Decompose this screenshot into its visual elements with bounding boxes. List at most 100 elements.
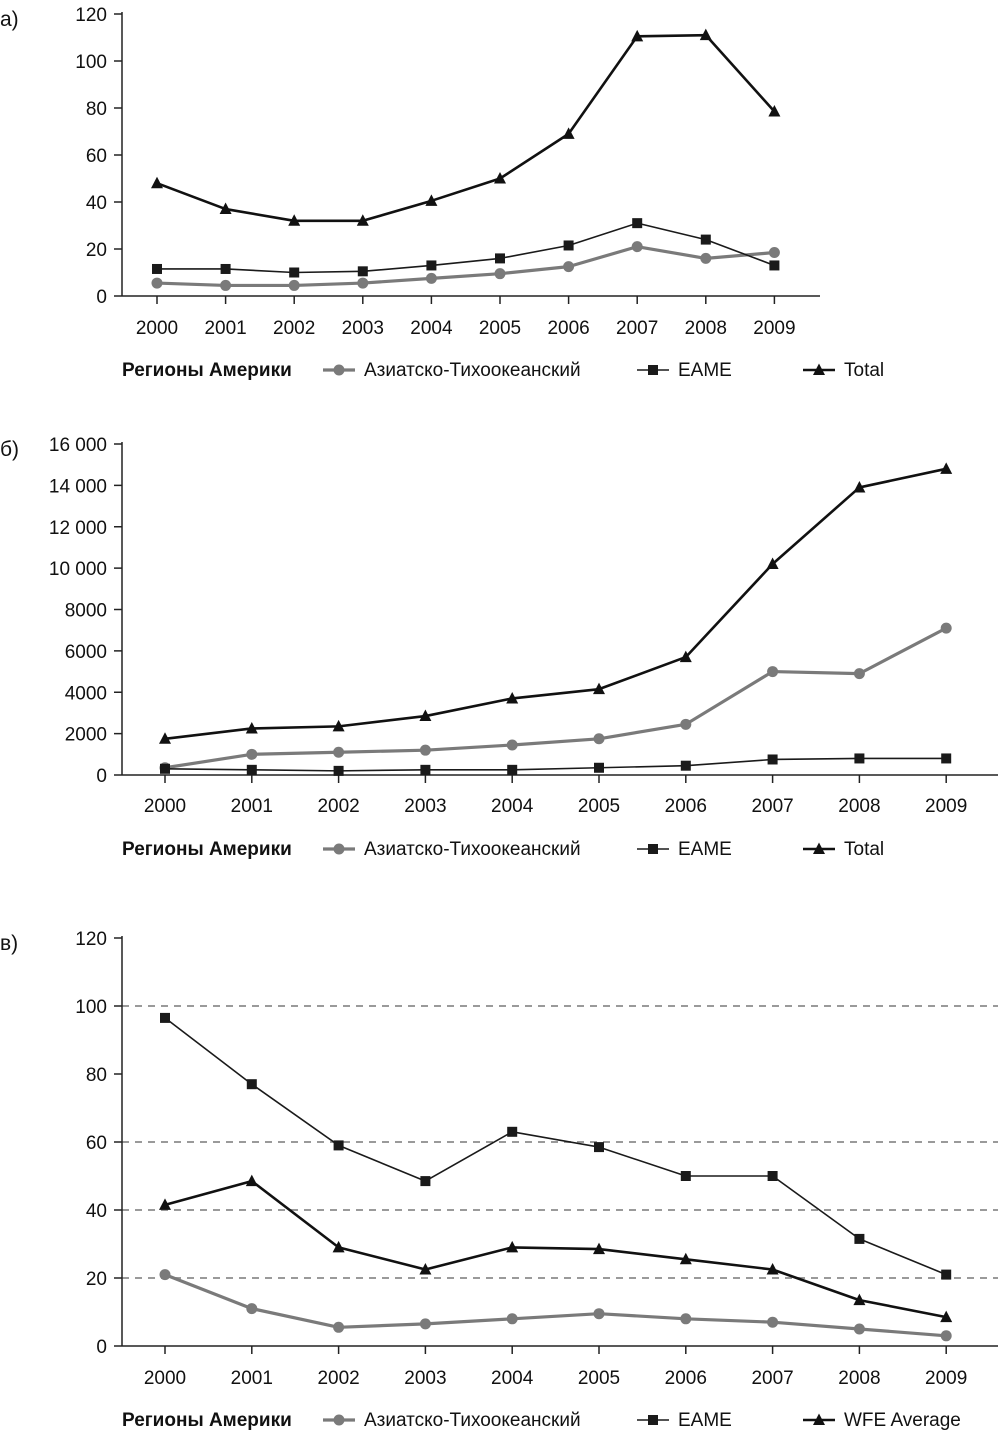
legend-marker bbox=[333, 364, 345, 376]
x-tick-label: 2002 bbox=[273, 318, 315, 339]
data-point bbox=[245, 721, 258, 734]
data-point bbox=[246, 1079, 257, 1090]
legend-title: Регионы Америки bbox=[122, 839, 292, 860]
legend-label: EAME bbox=[678, 360, 732, 381]
data-point bbox=[767, 1316, 779, 1328]
data-point bbox=[220, 263, 231, 274]
y-tick-label: 80 bbox=[86, 99, 107, 120]
data-point bbox=[332, 1240, 345, 1253]
legend-marker bbox=[813, 1413, 825, 1425]
panel-label: б) bbox=[0, 438, 19, 461]
series-line-1 bbox=[156, 245, 775, 288]
data-point bbox=[159, 732, 171, 744]
legend-label: EAME bbox=[678, 1410, 732, 1430]
data-point bbox=[245, 1174, 258, 1187]
x-tick-label: 2007 bbox=[751, 1368, 793, 1389]
legend-label: Азиатско-Тихоокеанский bbox=[364, 839, 581, 860]
y-tick-label: 120 bbox=[75, 5, 107, 26]
series-line-2 bbox=[164, 1017, 947, 1276]
data-point bbox=[768, 247, 780, 259]
data-point bbox=[288, 214, 301, 226]
data-point bbox=[680, 760, 691, 771]
legend-label: Total bbox=[844, 839, 884, 860]
x-tick-label: 2003 bbox=[404, 796, 446, 817]
y-tick-label: 80 bbox=[86, 1065, 107, 1086]
x-tick-label: 2002 bbox=[317, 1368, 359, 1389]
legend-label: EAME bbox=[678, 839, 732, 860]
y-tick-label: 20 bbox=[86, 1269, 107, 1290]
x-tick-label: 2006 bbox=[547, 318, 589, 339]
x-tick-label: 2004 bbox=[491, 1368, 534, 1389]
legend-marker bbox=[813, 363, 825, 375]
data-point bbox=[679, 650, 692, 663]
series-line-2 bbox=[164, 757, 947, 772]
x-tick-label: 2005 bbox=[578, 1368, 620, 1389]
data-point bbox=[357, 277, 369, 289]
data-point bbox=[246, 764, 257, 775]
data-point bbox=[356, 214, 369, 226]
x-tick-label: 2009 bbox=[753, 318, 795, 339]
data-point bbox=[152, 263, 162, 274]
x-tick-label: 2001 bbox=[231, 796, 273, 817]
x-tick-label: 2008 bbox=[685, 318, 727, 339]
x-tick-label: 2003 bbox=[342, 318, 384, 339]
y-tick-label: 4000 bbox=[65, 683, 107, 704]
data-point bbox=[768, 105, 781, 117]
data-point bbox=[562, 127, 575, 139]
x-tick-label: 2007 bbox=[616, 318, 658, 339]
data-point bbox=[853, 480, 866, 493]
y-tick-label: 40 bbox=[86, 1201, 107, 1222]
chart-panel-3: в) 0 20 40 60 80 100 120 2000 2001 2002 2003 2004 200… bbox=[0, 929, 998, 1430]
x-tick-label: 2009 bbox=[925, 796, 967, 817]
data-point bbox=[333, 1140, 344, 1151]
y-tick-label: 10 000 bbox=[49, 559, 107, 580]
data-point bbox=[699, 28, 712, 41]
data-point bbox=[333, 765, 344, 776]
data-point bbox=[679, 1252, 692, 1265]
data-point bbox=[769, 260, 780, 271]
y-tick-label: 8000 bbox=[65, 601, 107, 622]
legend-marker bbox=[648, 1415, 658, 1425]
legend-label: Азиатско-Тихоокеанский bbox=[364, 360, 581, 381]
x-tick-label: 2003 bbox=[404, 1368, 446, 1389]
x-tick-label: 2000 bbox=[144, 1368, 186, 1389]
x-tick-label: 2001 bbox=[231, 1368, 273, 1389]
data-point bbox=[494, 172, 506, 184]
series-line-2 bbox=[157, 222, 775, 274]
data-point bbox=[151, 277, 163, 289]
panel-label: в) bbox=[0, 932, 18, 955]
data-point bbox=[506, 1313, 518, 1325]
data-point bbox=[494, 268, 506, 280]
y-tick-label: 0 bbox=[96, 766, 107, 787]
data-point bbox=[940, 1330, 952, 1342]
y-tick-label: 0 bbox=[96, 287, 107, 308]
data-point bbox=[333, 1321, 345, 1333]
data-point bbox=[767, 1171, 778, 1181]
x-tick-label: 2000 bbox=[144, 796, 186, 817]
data-point bbox=[593, 1242, 605, 1255]
data-point bbox=[151, 176, 163, 189]
data-point bbox=[853, 1293, 866, 1306]
data-point bbox=[854, 753, 865, 764]
series-line-1 bbox=[164, 626, 947, 770]
legend-marker bbox=[813, 842, 825, 854]
y-tick-label: 0 bbox=[96, 1337, 107, 1358]
data-point bbox=[420, 1176, 431, 1187]
data-point bbox=[941, 753, 952, 764]
data-point bbox=[220, 279, 232, 291]
data-point bbox=[160, 763, 170, 774]
x-tick-label: 2000 bbox=[136, 318, 178, 339]
data-point bbox=[940, 1310, 953, 1323]
y-tick-label: 20 bbox=[86, 240, 107, 261]
y-tick-label: 40 bbox=[86, 193, 107, 214]
x-tick-label: 2008 bbox=[838, 796, 880, 817]
data-point bbox=[631, 241, 643, 253]
data-point bbox=[940, 622, 952, 634]
y-tick-label: 12 000 bbox=[49, 518, 107, 539]
data-point bbox=[506, 1240, 519, 1253]
x-tick-label: 2006 bbox=[665, 1368, 707, 1389]
data-point bbox=[419, 709, 432, 722]
legend-marker bbox=[648, 844, 658, 854]
series-line-1 bbox=[164, 1273, 947, 1338]
y-tick-label: 16 000 bbox=[49, 435, 107, 456]
